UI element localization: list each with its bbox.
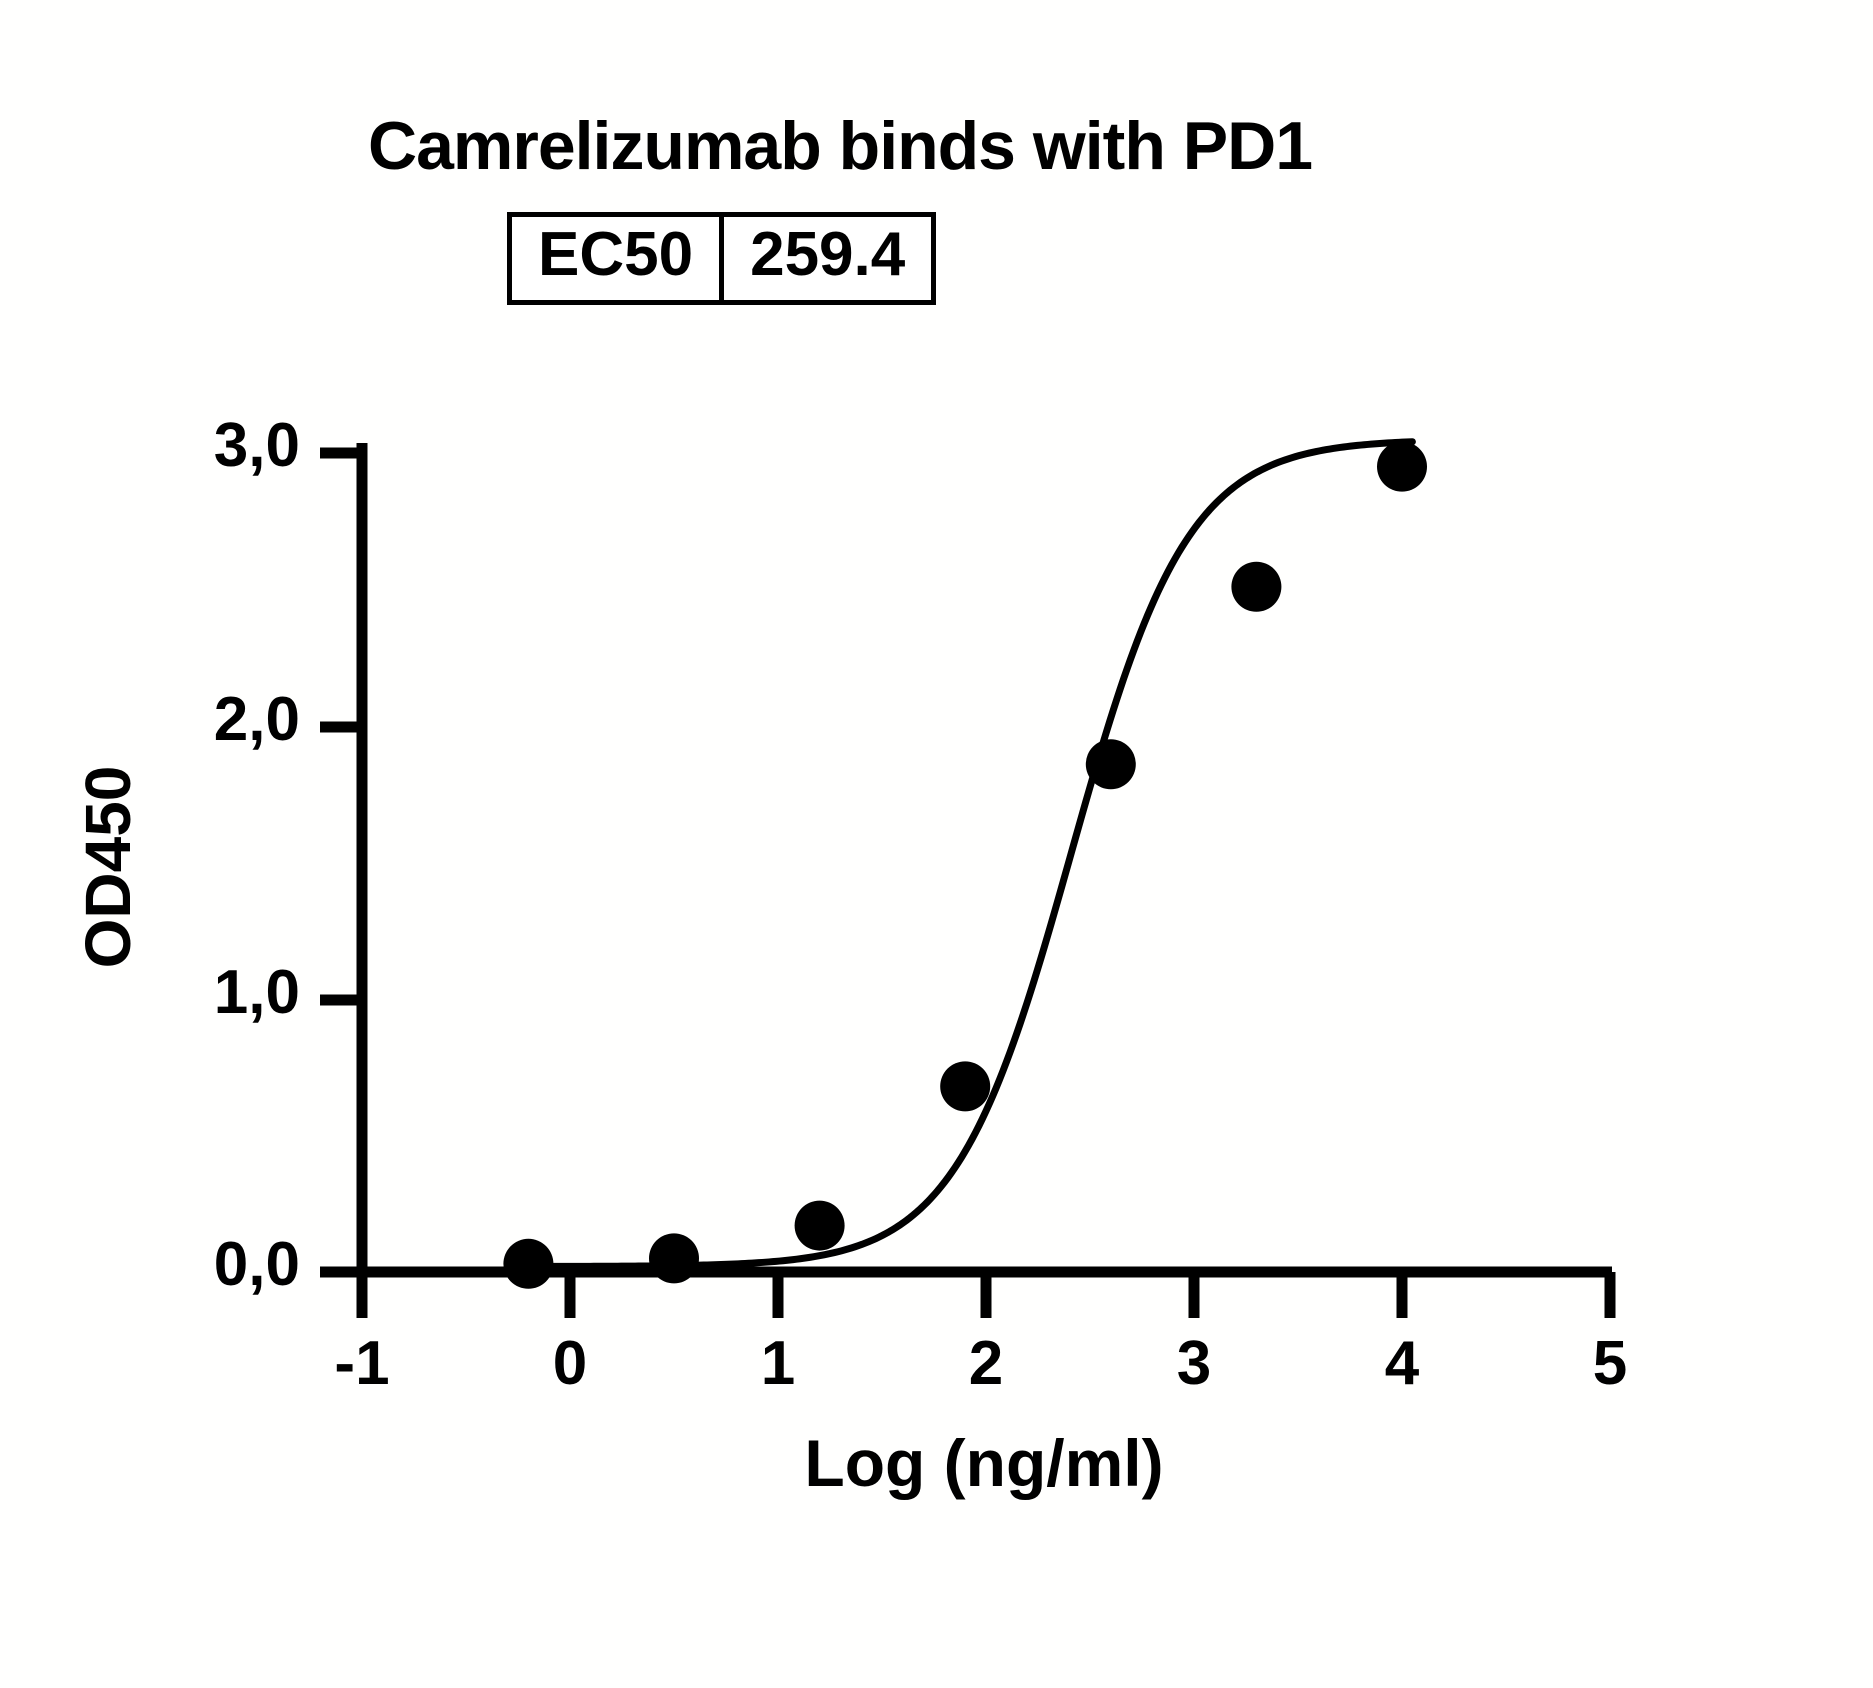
y-tick-label-1: 1,0 xyxy=(213,958,300,1027)
x-tick-label-2: 2 xyxy=(968,1329,1004,1398)
x-axis-ticks xyxy=(356,1272,1616,1318)
ec50-table: EC50 259.4 xyxy=(507,212,937,306)
y-tick-label-3: 3,0 xyxy=(213,411,300,480)
data-point xyxy=(503,1238,554,1289)
data-point xyxy=(1085,739,1136,790)
data-point xyxy=(1231,561,1282,612)
y-tick-label-2: 2,0 xyxy=(213,685,300,754)
fit-curve xyxy=(514,438,1416,1270)
table-row: EC50 259.4 xyxy=(510,214,934,303)
data-point xyxy=(1377,441,1427,492)
data-point xyxy=(940,1061,991,1112)
x-tick-label-3: 3 xyxy=(1176,1329,1212,1398)
x-tick-label-4: 4 xyxy=(1384,1329,1420,1398)
x-tick-label-5: 5 xyxy=(1592,1329,1628,1398)
x-tick-label-0: 0 xyxy=(552,1329,588,1398)
ec50-value-cell: 259.4 xyxy=(719,214,934,303)
x-tick-label-neg1: -1 xyxy=(334,1329,390,1398)
ec50-label-cell: EC50 xyxy=(538,220,694,289)
y-tick-label-0: 0,0 xyxy=(213,1230,300,1299)
x-axis-title: Log (ng/ml) xyxy=(804,1426,1164,1500)
data-point-group xyxy=(503,441,1427,1289)
x-tick-label-1: 1 xyxy=(760,1329,796,1398)
y-axis-title: OD450 xyxy=(72,765,144,969)
page-title: Camrelizumab binds with PD1 xyxy=(367,108,1313,184)
data-point xyxy=(794,1200,845,1251)
y-axis-ticks xyxy=(320,447,362,1278)
data-point xyxy=(649,1233,699,1284)
